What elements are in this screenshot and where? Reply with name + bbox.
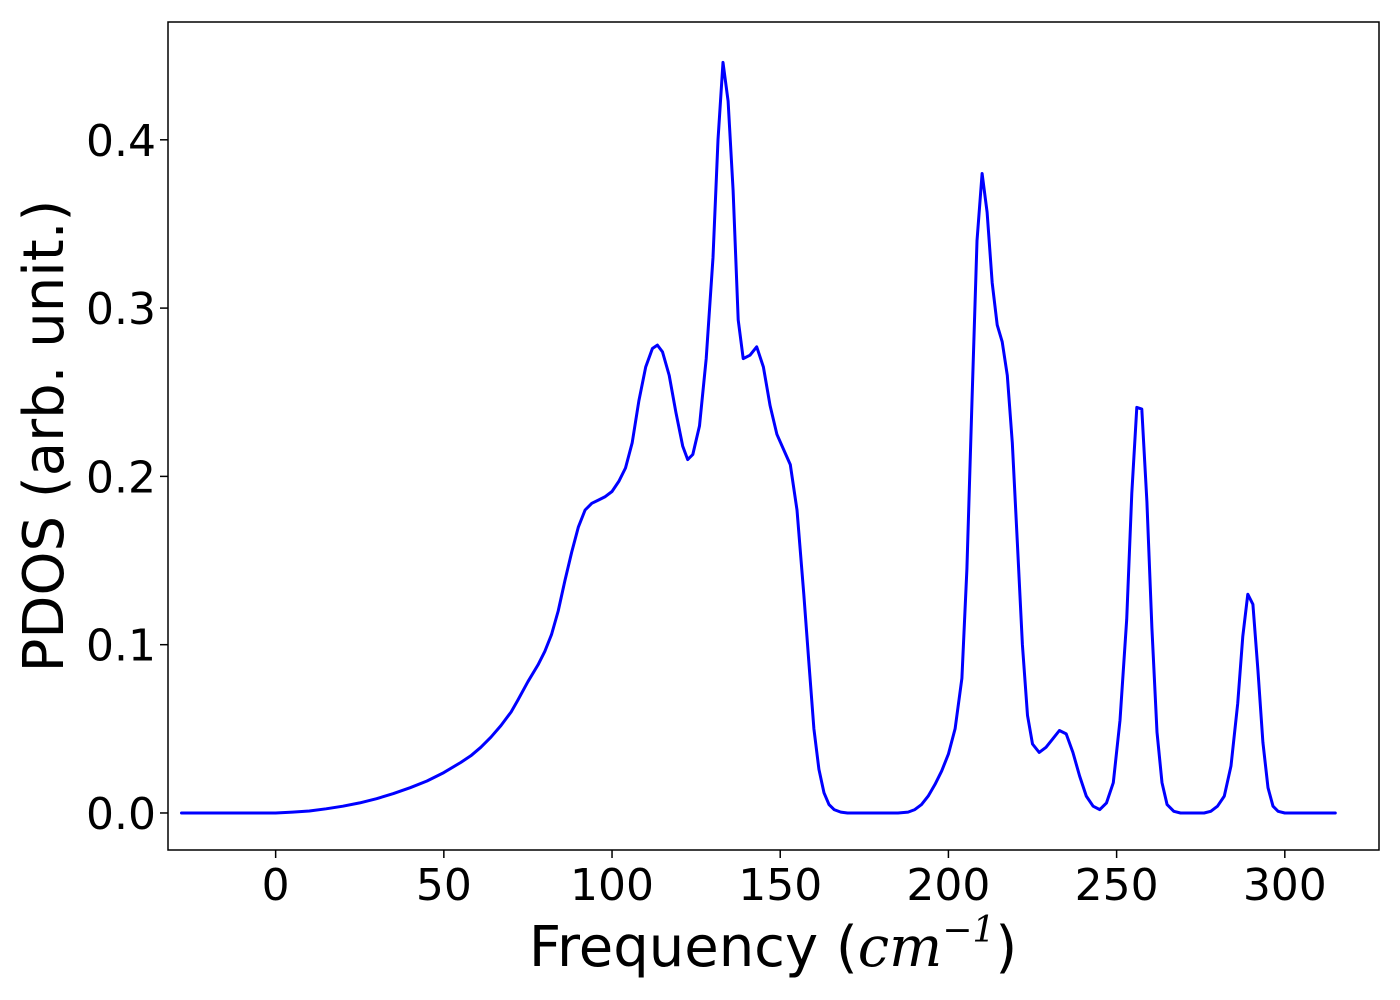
y-tick-label: 0.3 — [86, 284, 156, 335]
x-tick-label: 100 — [570, 860, 654, 911]
x-axis-ticks: 0 50 100 150 200 250 300 — [262, 850, 1327, 911]
y-axis-ticks: 0.0 0.1 0.2 0.3 0.4 — [86, 116, 168, 840]
x-axis-label: Frequency (cm−1) — [529, 910, 1017, 980]
y-tick-label: 0.2 — [86, 452, 156, 503]
x-tick-label: 0 — [262, 860, 290, 911]
y-tick-label: 0.4 — [86, 116, 156, 167]
plot-frame — [167, 21, 1380, 851]
x-tick-label: 250 — [1075, 860, 1159, 911]
y-tick-label: 0.1 — [86, 621, 156, 672]
x-tick-label: 200 — [906, 860, 990, 911]
x-tick-label: 150 — [738, 860, 822, 911]
y-axis-label: PDOS (arb. unit.) — [12, 200, 77, 673]
x-tick-label: 300 — [1243, 860, 1327, 911]
y-tick-label: 0.0 — [86, 789, 156, 840]
x-tick-label: 50 — [416, 860, 472, 911]
pdos-series-line — [180, 60, 1337, 815]
